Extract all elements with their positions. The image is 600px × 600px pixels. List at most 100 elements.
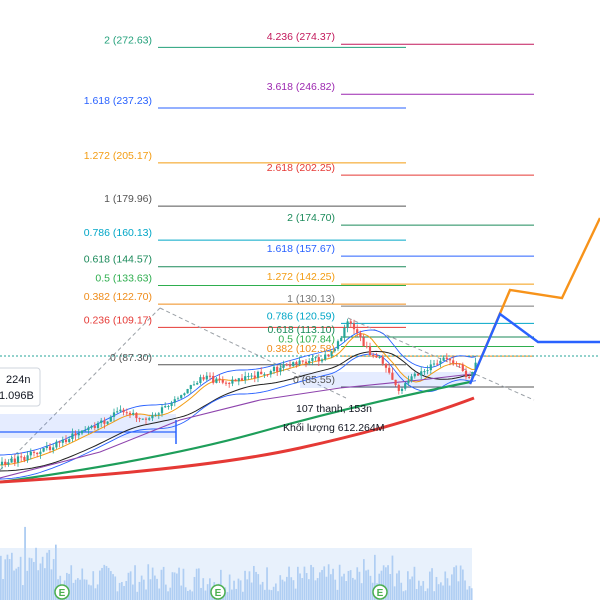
- volume-bar: [22, 585, 24, 600]
- volume-bar: [363, 559, 365, 600]
- volume-bar: [404, 590, 407, 600]
- candle-body: [397, 384, 400, 391]
- volume-bar: [74, 579, 77, 600]
- volume-bar: [26, 570, 29, 600]
- candle-body: [61, 439, 64, 443]
- candle-body: [228, 382, 231, 384]
- volume-bar: [195, 568, 198, 600]
- volume-bar: [429, 571, 431, 600]
- candle-body: [452, 360, 455, 364]
- right-fib-label-3: 2 (174.70): [287, 212, 335, 224]
- candle-body: [288, 365, 292, 367]
- volume-bar: [129, 571, 132, 600]
- volume-bar: [2, 579, 4, 600]
- volume-bar: [125, 580, 128, 600]
- candle-body: [237, 378, 240, 382]
- candle-body: [202, 377, 205, 380]
- candle-body: [423, 371, 426, 373]
- volume-bar: [17, 566, 20, 600]
- volume-bar: [233, 580, 235, 600]
- candle-body: [125, 412, 128, 414]
- candle-body: [231, 379, 234, 384]
- volume-bar: [154, 575, 156, 600]
- candle-body: [295, 362, 298, 365]
- volume-bar: [101, 567, 103, 600]
- volume-bar: [206, 584, 209, 600]
- candle-body: [96, 422, 100, 429]
- volume-bar: [292, 580, 295, 600]
- volume-bar: [338, 564, 341, 600]
- volume-bar: [385, 567, 387, 600]
- volume-bar: [367, 569, 370, 600]
- trend-dash-right: [347, 317, 535, 401]
- candlesticks: [0, 318, 477, 470]
- projection-paths: [468, 217, 600, 385]
- volume-bar: [297, 566, 299, 600]
- candle-body: [212, 375, 215, 383]
- volume-bar: [327, 564, 330, 600]
- volume-bar: [301, 578, 304, 600]
- info-box-line1: 224n: [6, 374, 30, 386]
- volume-bar: [459, 565, 462, 600]
- candle-body: [416, 373, 420, 376]
- volume-bar: [15, 568, 18, 600]
- volume-bar: [453, 567, 455, 600]
- right-fib-label-4: 1.618 (157.67): [267, 243, 335, 255]
- candle-body: [151, 415, 154, 419]
- candle-body: [330, 351, 333, 357]
- right-fib-label-9: 0.5 (107.84): [278, 334, 335, 346]
- right-fib-label-5: 1.272 (142.25): [267, 271, 335, 283]
- candle-body: [381, 356, 384, 364]
- volume-bar: [283, 581, 286, 600]
- candle-body: [7, 462, 10, 465]
- event-marker-3[interactable]: E: [372, 584, 388, 600]
- candle-body: [260, 371, 263, 375]
- fib-levels: [0, 43, 600, 471]
- candle-body: [429, 364, 432, 371]
- measure-box-line1: 107 thanh, 153n: [296, 403, 372, 415]
- volume-bar: [246, 579, 249, 600]
- volume-bar: [261, 581, 264, 600]
- volume-bar: [160, 569, 163, 600]
- volume-bar: [319, 572, 321, 600]
- candle-body: [404, 383, 407, 389]
- volume-bar: [134, 565, 136, 600]
- candle-body: [426, 370, 429, 372]
- candle-body: [29, 451, 32, 456]
- candle-body: [464, 370, 468, 378]
- volume-bar: [462, 569, 464, 600]
- candle-body: [445, 357, 448, 359]
- candle-body: [116, 411, 119, 413]
- candle-body: [180, 395, 183, 399]
- event-marker-2[interactable]: E: [210, 584, 226, 600]
- volume-bar: [464, 580, 466, 600]
- candle-body: [128, 412, 132, 415]
- info-box-line2: 1.096B: [0, 390, 34, 402]
- candle-body: [324, 354, 327, 360]
- volume-bar: [169, 587, 172, 600]
- volume-bar: [72, 582, 75, 600]
- volume-bar: [173, 572, 176, 600]
- volume-bar: [356, 567, 359, 600]
- volume-bar: [418, 580, 420, 600]
- volume-bar: [396, 573, 398, 600]
- candle-body: [266, 374, 269, 376]
- candle-body: [420, 371, 423, 376]
- volume-bar: [204, 590, 207, 600]
- volume-bar: [171, 572, 174, 600]
- volume-bar: [118, 582, 121, 600]
- candle-body: [256, 371, 260, 378]
- volume-bar: [407, 571, 409, 600]
- volume-bar: [352, 577, 354, 600]
- event-marker-3-label: E: [377, 588, 384, 599]
- event-marker-1[interactable]: E: [54, 584, 70, 600]
- left-fib-label-7: 0.382 (122.70): [84, 291, 152, 303]
- measure-box: 107 thanh, 153n Khối lượng 612.264M: [283, 403, 384, 434]
- candle-body: [432, 363, 436, 365]
- volume-bar: [33, 561, 35, 600]
- candle-body: [314, 357, 317, 359]
- volume-bar: [393, 586, 396, 600]
- candle-body: [132, 412, 135, 415]
- candle-body: [74, 433, 77, 436]
